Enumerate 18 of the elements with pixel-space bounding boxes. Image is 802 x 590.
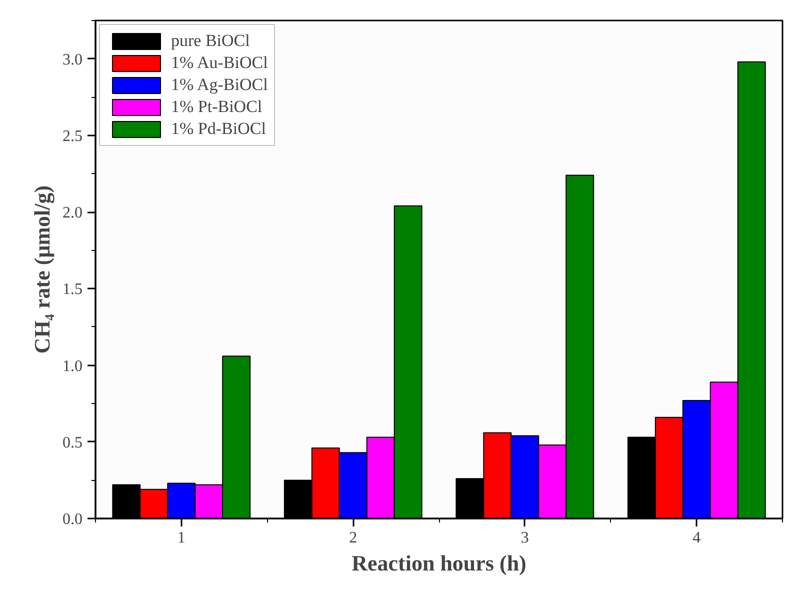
legend-label: 1% Pd-BiOCl [171,119,266,139]
x-tick-label: 4 [692,530,701,546]
legend-label: pure BiOCl [171,31,250,51]
x-tick-label: 2 [349,530,358,546]
y-tick-label: 0.5 [62,434,82,452]
y-tick-label: 2.5 [62,128,82,145]
y-tick-label: 0.0 [62,511,82,528]
y-tick-label: 2.0 [62,204,82,222]
x-axis-title: Reaction hours (h) [352,550,526,576]
y-axis-title: CH₄ rate (μmol/g) [30,185,54,354]
y-tick-label: 3.0 [62,51,82,68]
x-tick-label: 3 [520,530,529,546]
x-tick-label: 1 [177,530,186,546]
legend-label: 1% Au-BiOCl [171,53,268,73]
legend-label: 1% Pt-BiOCl [171,97,262,117]
y-tick-label: 1.5 [62,281,82,298]
legend-label: 1% Ag-BiOCl [171,75,268,95]
y-tick-label: 1.0 [62,358,82,375]
